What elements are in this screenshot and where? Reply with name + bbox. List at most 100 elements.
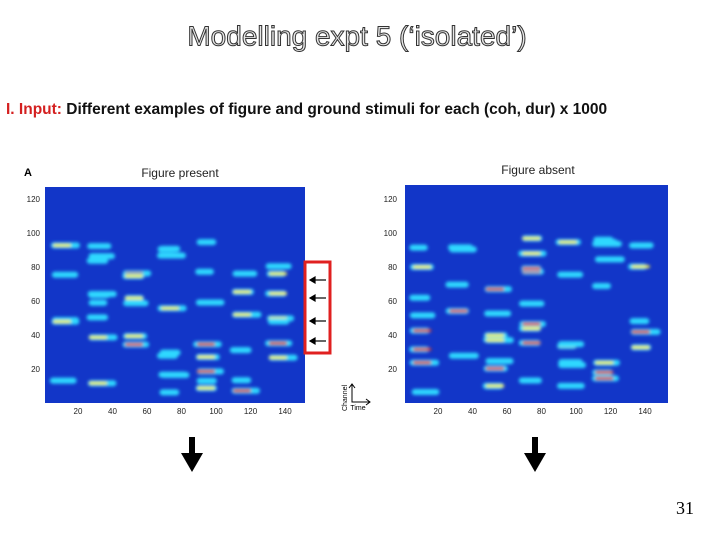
- energy-core: [233, 313, 251, 317]
- energy-band: [409, 312, 436, 319]
- energy-band: [519, 300, 545, 307]
- energy-band: [557, 271, 584, 278]
- energy-band: [196, 377, 217, 384]
- energy-band: [484, 310, 512, 317]
- y-tick-label: 120: [384, 195, 398, 204]
- x-tick-label: 40: [468, 407, 477, 416]
- energy-band: [123, 300, 149, 307]
- energy-core: [269, 272, 287, 276]
- energy-core: [522, 267, 541, 271]
- energy-core: [161, 306, 179, 310]
- energy-core: [233, 389, 251, 393]
- energy-core: [449, 309, 468, 313]
- down-arrow: [181, 437, 203, 472]
- energy-core: [485, 384, 505, 388]
- x-tick-label: 120: [244, 407, 258, 416]
- y-tick-label: 60: [31, 297, 40, 306]
- x-tick-label: 20: [74, 407, 83, 416]
- energy-core: [485, 287, 505, 291]
- energy-core: [269, 356, 287, 360]
- energy-band: [594, 256, 625, 263]
- y-tick-label: 100: [384, 229, 398, 238]
- x-tick-label: 40: [108, 407, 117, 416]
- energy-band: [229, 347, 252, 354]
- energy-core: [631, 265, 650, 269]
- energy-band: [49, 377, 77, 384]
- energy-band: [518, 377, 542, 384]
- y-tick-label: 40: [31, 331, 40, 340]
- panel-title: Figure present: [141, 166, 219, 180]
- energy-band: [196, 239, 217, 246]
- energy-core: [197, 355, 215, 359]
- spectrogram-energy: [49, 239, 298, 396]
- energy-core: [125, 334, 143, 338]
- y-tick-label: 80: [31, 263, 40, 272]
- energy-core: [269, 292, 287, 296]
- slide-title: Modelling expt 5 (‘isolated’): [187, 20, 526, 51]
- energy-band: [159, 245, 181, 252]
- energy-band: [267, 318, 290, 325]
- figure-highlight: [303, 260, 332, 355]
- y-tick-label: 80: [388, 263, 397, 272]
- energy-band: [445, 281, 469, 288]
- energy-core: [558, 240, 577, 244]
- energy-band: [593, 239, 618, 246]
- energy-core: [413, 265, 432, 269]
- x-tick-label: 100: [209, 407, 223, 416]
- axis-icon-y: Channel: [342, 385, 349, 412]
- y-tick-label: 60: [388, 297, 397, 306]
- energy-core: [125, 274, 143, 278]
- energy-core: [485, 338, 505, 342]
- energy-band: [409, 244, 428, 251]
- energy-band: [592, 283, 611, 290]
- energy-core: [631, 345, 650, 349]
- energy-core: [413, 361, 432, 365]
- panel-title: Figure absent: [501, 163, 575, 177]
- energy-core: [522, 251, 541, 255]
- energy-core: [595, 376, 614, 380]
- energy-core: [89, 335, 107, 339]
- energy-band: [232, 270, 258, 277]
- energy-band: [558, 362, 587, 369]
- page-number: 31: [676, 498, 694, 518]
- energy-core: [197, 342, 215, 346]
- energy-band: [87, 291, 117, 298]
- input-line: I. Input: Different examples of figure a…: [6, 101, 607, 118]
- energy-band: [557, 341, 585, 348]
- energy-band: [629, 318, 650, 325]
- energy-core: [125, 296, 143, 300]
- x-tick-label: 140: [278, 407, 292, 416]
- energy-band: [411, 389, 440, 396]
- energy-core: [522, 326, 541, 330]
- energy-core: [197, 386, 215, 390]
- energy-band: [265, 263, 292, 270]
- energy-core: [53, 320, 71, 324]
- energy-core: [413, 347, 432, 351]
- y-tick-label: 40: [388, 331, 397, 340]
- energy-band: [448, 352, 479, 359]
- input-text: Different examples of figure and ground …: [66, 101, 607, 118]
- energy-band: [157, 252, 186, 259]
- energy-band: [86, 314, 109, 321]
- energy-band: [409, 294, 431, 301]
- energy-band: [51, 271, 79, 278]
- energy-band: [628, 242, 652, 249]
- x-tick-label: 120: [604, 407, 618, 416]
- energy-core: [485, 367, 505, 371]
- energy-core: [595, 370, 614, 374]
- energy-band: [195, 268, 214, 275]
- spectrogram-energy: [409, 235, 661, 396]
- energy-band: [557, 382, 585, 389]
- input-label: I. Input:: [6, 101, 62, 118]
- energy-core: [269, 341, 287, 345]
- energy-band: [231, 377, 252, 384]
- x-tick-label: 20: [434, 407, 443, 416]
- down-arrow: [524, 437, 546, 472]
- energy-band: [86, 257, 109, 264]
- energy-core: [522, 341, 541, 345]
- energy-core: [522, 322, 541, 326]
- x-tick-label: 80: [537, 407, 546, 416]
- axis-icon: [348, 383, 371, 406]
- energy-band: [449, 246, 477, 253]
